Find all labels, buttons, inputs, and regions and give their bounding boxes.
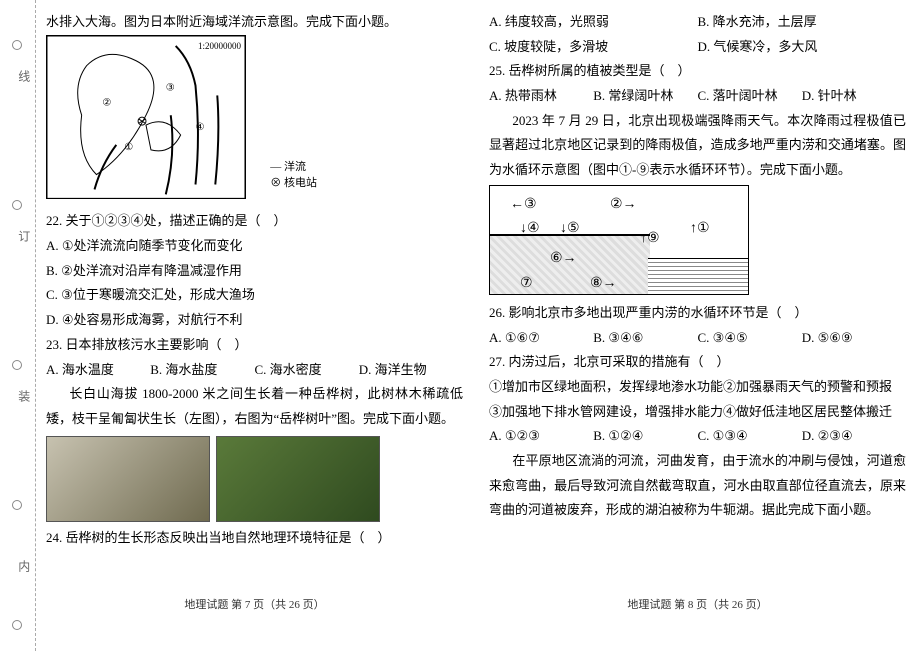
- footer-right: 地理试题 第 8 页（共 26 页）: [489, 595, 906, 616]
- q24-stem: 24. 岳桦树的生长形态反映出当地自然地理环境特征是（ ）: [46, 526, 463, 551]
- binding-char: 内: [12, 560, 35, 572]
- q24-opt-a: A. 纬度较高，光照弱: [489, 10, 698, 35]
- water-cycle-figure: ←③ ②→ ↑① ↓④ ↓⑤ ⑥→ ⑦ ⑧→ ↑⑨: [489, 185, 749, 295]
- q25-opt-a: A. 热带雨林: [489, 84, 593, 109]
- footer-left: 地理试题 第 7 页（共 26 页）: [46, 595, 463, 616]
- page-right: A. 纬度较高，光照弱 B. 降水充沛，土层厚 C. 坡度较陡，多滑坡 D. 气…: [489, 10, 906, 620]
- q27-opt-d: D. ②③④: [802, 424, 906, 449]
- q26-options: A. ①⑥⑦ B. ③④⑥ C. ③④⑤ D. ⑤⑥⑨: [489, 326, 906, 351]
- q23-opt-d: D. 海洋生物: [359, 358, 463, 383]
- q23-options: A. 海水温度 B. 海水盐度 C. 海水密度 D. 海洋生物: [46, 358, 463, 383]
- beijing-passage: 2023 年 7 月 29 日，北京出现极端强降雨天气。本次降雨过程极值已显著超…: [489, 109, 906, 183]
- japan-currents-map: ① ② ③ ④ — 洋流 ⊗ 核电站 1:20000000: [46, 35, 246, 199]
- binding-char: 线: [12, 70, 35, 82]
- binding-dot: [12, 500, 22, 510]
- cycle-sea: [648, 258, 748, 294]
- q26-opt-b: B. ③④⑥: [593, 326, 697, 351]
- q27-item1: ①增加市区绿地面积，发挥绿地渗水功能②加强暴雨天气的预警和预报: [489, 375, 906, 400]
- map-scale-label: 1:20000000: [198, 38, 241, 55]
- q23-opt-c: C. 海水密度: [255, 358, 359, 383]
- q22-opt-d: D. ④处容易形成海雾，对航行不利: [46, 308, 463, 333]
- q25-options: A. 热带雨林 B. 常绿阔叶林 C. 落叶阔叶林 D. 针叶林: [489, 84, 906, 109]
- photo-row: [46, 436, 463, 522]
- q27-options: A. ①②③ B. ①②④ C. ①③④ D. ②③④: [489, 424, 906, 449]
- svg-text:③: ③: [166, 82, 175, 93]
- q24-options: A. 纬度较高，光照弱 B. 降水充沛，土层厚 C. 坡度较陡，多滑坡 D. 气…: [489, 10, 906, 59]
- q26-opt-a: A. ①⑥⑦: [489, 326, 593, 351]
- binding-char: 订: [12, 230, 35, 242]
- q22-opt-b: B. ②处洋流对沿岸有降温减湿作用: [46, 259, 463, 284]
- svg-text:②: ②: [102, 97, 111, 108]
- q24-opt-b: B. 降水充沛，土层厚: [698, 10, 907, 35]
- q25-opt-d: D. 针叶林: [802, 84, 906, 109]
- oxbow-passage: 在平原地区流淌的河流，河曲发育，由于流水的冲刷与侵蚀，河道愈来愈弯曲，最后导致河…: [489, 449, 906, 523]
- page-left: 水排入大海。图为日本附近海域洋流示意图。完成下面小题。 ① ② ③ ④: [46, 10, 463, 620]
- q26-opt-c: C. ③④⑤: [698, 326, 802, 351]
- q25-opt-b: B. 常绿阔叶林: [593, 84, 697, 109]
- q26-opt-d: D. ⑤⑥⑨: [802, 326, 906, 351]
- svg-text:①: ①: [124, 142, 133, 153]
- q27-opt-b: B. ①②④: [593, 424, 697, 449]
- binding-dot: [12, 200, 22, 210]
- photo-trees: [46, 436, 210, 522]
- legend-plant-label: 核电站: [284, 177, 317, 189]
- legend-flow-label: 洋流: [284, 161, 306, 173]
- water-cycle-wrap: ←③ ②→ ↑① ↓④ ↓⑤ ⑥→ ⑦ ⑧→ ↑⑨ 〰 河流 ▭ 陆地 ≋ 海洋: [489, 185, 906, 301]
- q22-opt-a: A. ①处洋流流向随季节变化而变化: [46, 234, 463, 259]
- binding-char: 装: [12, 390, 35, 402]
- binding-dot: [12, 360, 22, 370]
- photo-leaves: [216, 436, 380, 522]
- intro-text: 水排入大海。图为日本附近海域洋流示意图。完成下面小题。: [46, 10, 463, 35]
- q26-stem: 26. 影响北京市多地出现严重内涝的水循环环节是（ ）: [489, 301, 906, 326]
- q27-item2: ③加强地下排水管网建设，增强排水能力④做好低洼地区居民整体搬迁: [489, 400, 906, 425]
- q27-opt-a: A. ①②③: [489, 424, 593, 449]
- q27-opt-c: C. ①③④: [698, 424, 802, 449]
- q23-opt-b: B. 海水盐度: [150, 358, 254, 383]
- binding-margin: 线 订 装 内: [0, 0, 36, 651]
- q23-stem: 23. 日本排放核污水主要影响（ ）: [46, 333, 463, 358]
- binding-dot: [12, 40, 22, 50]
- q23-opt-a: A. 海水温度: [46, 358, 150, 383]
- q22-options: A. ①处洋流流向随季节变化而变化 B. ②处洋流对沿岸有降温减湿作用 C. ③…: [46, 234, 463, 333]
- q27-stem: 27. 内涝过后，北京可采取的措施有（ ）: [489, 350, 906, 375]
- binding-dot: [12, 620, 22, 630]
- svg-text:④: ④: [195, 122, 204, 133]
- q25-stem: 25. 岳桦树所属的植被类型是（ ）: [489, 59, 906, 84]
- q25-opt-c: C. 落叶阔叶林: [698, 84, 802, 109]
- q22-stem: 22. 关于①②③④处，描述正确的是（ ）: [46, 209, 463, 234]
- q24-opt-d: D. 气候寒冷，多大风: [698, 35, 907, 60]
- q24-opt-c: C. 坡度较陡，多滑坡: [489, 35, 698, 60]
- changbai-passage: 长白山海拔 1800-2000 米之间生长着一种岳桦树，此树林木稀疏低矮，枝干呈…: [46, 382, 463, 431]
- q22-opt-c: C. ③位于寒暖流交汇处，形成大渔场: [46, 283, 463, 308]
- map-legend: — 洋流 ⊗ 核电站: [270, 159, 317, 192]
